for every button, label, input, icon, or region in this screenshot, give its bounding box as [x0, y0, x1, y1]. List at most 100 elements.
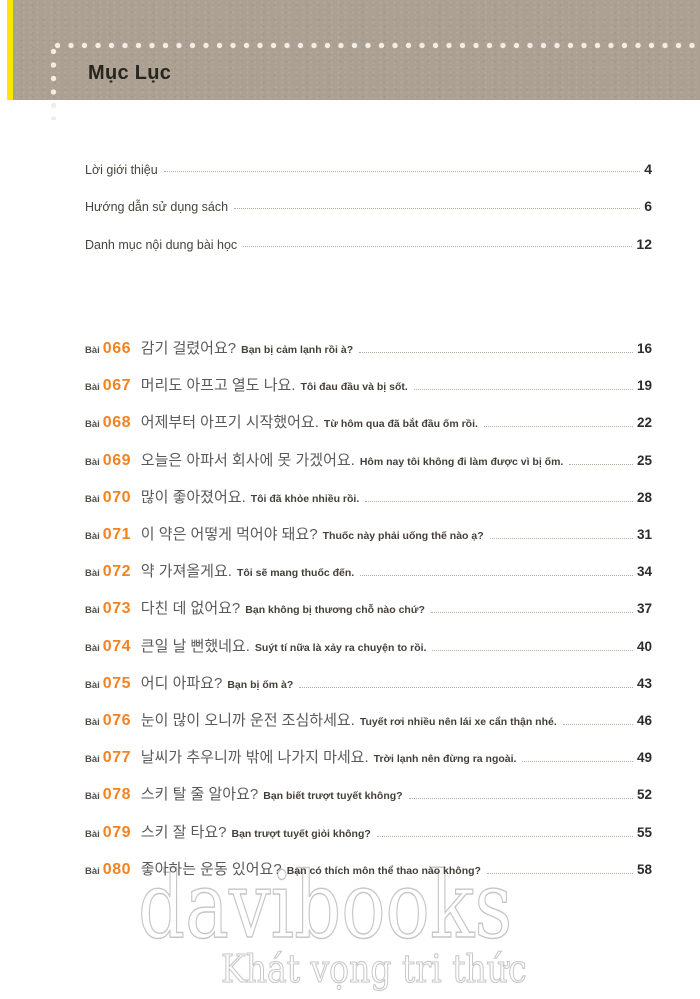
- lesson-page-number: 40: [636, 638, 652, 654]
- lesson-vietnamese: Bạn không bị thương chỗ nào chứ?: [245, 604, 425, 617]
- lesson-vietnamese: Thuốc này phải uống thế nào ạ?: [322, 530, 484, 543]
- lesson-leader: [432, 649, 633, 651]
- lesson-korean: 좋아하는 운동 있어요?: [140, 860, 282, 878]
- lesson-number: 075: [102, 674, 131, 692]
- lesson-number: 079: [102, 823, 131, 841]
- lesson-row: Bài 066 감기 걸렸어요? Bạn bị cảm lạnh rồi à? …: [85, 329, 652, 366]
- lesson-leader: [489, 538, 633, 540]
- page-title: Mục Lục: [88, 62, 172, 84]
- lesson-vietnamese: Hôm nay tôi không đi làm được vì bị ốm.: [359, 455, 564, 468]
- lesson-prefix: Bài: [85, 828, 100, 840]
- intro-list: Lời giới thiệu 4 Hướng dẫn sử dụng sách …: [85, 150, 652, 263]
- lesson-korean: 큰일 날 뻔했네요.: [140, 637, 250, 655]
- lesson-leader: [365, 500, 633, 502]
- dotted-border-vertical: [50, 48, 57, 120]
- lesson-korean: 눈이 많이 오니까 운전 조심하세요.: [140, 711, 355, 729]
- lesson-row: Bài 076 눈이 많이 오니까 운전 조심하세요. Tuyết rơi nh…: [85, 701, 652, 738]
- intro-label: Danh mục nội dung bài học: [85, 237, 238, 252]
- lesson-row: Bài 070 많이 좋아졌어요. Tôi đã khỏe nhiều rồi.…: [85, 478, 652, 515]
- lesson-vietnamese: Tôi sẽ mang thuốc đến.: [236, 567, 355, 580]
- lesson-leader: [408, 798, 633, 800]
- intro-label: Hướng dẫn sử dụng sách: [85, 200, 229, 215]
- lesson-number: 067: [102, 377, 131, 395]
- lesson-number: 072: [102, 563, 131, 581]
- lesson-vietnamese: Tuyết rơi nhiều nên lái xe cẩn thận nhé.: [359, 715, 557, 728]
- lesson-page-number: 16: [636, 341, 652, 357]
- lesson-page-number: 55: [636, 824, 652, 840]
- lesson-number: 078: [102, 786, 131, 804]
- lesson-number: 066: [102, 340, 131, 358]
- lesson-list: Bài 066 감기 걸렸어요? Bạn bị cảm lạnh rồi à? …: [85, 329, 652, 887]
- lesson-korean: 오늘은 아파서 회사에 못 가겠어요.: [140, 451, 355, 469]
- header-band: [13, 0, 700, 100]
- lesson-korean: 어디 아파요?: [140, 674, 223, 692]
- lesson-korean: 머리도 아프고 열도 나요.: [140, 377, 296, 395]
- lesson-korean: 약 가져올게요.: [140, 563, 232, 581]
- lesson-korean: 감기 걸렸어요?: [140, 340, 237, 358]
- intro-leader: [234, 208, 641, 210]
- lesson-leader: [569, 463, 633, 465]
- lesson-page-number: 58: [636, 861, 652, 877]
- lesson-number: 077: [102, 749, 131, 767]
- lesson-page-number: 43: [636, 675, 652, 691]
- lesson-leader: [299, 686, 633, 688]
- intro-leader: [163, 170, 641, 172]
- lesson-korean: 다친 데 없어요?: [140, 600, 241, 618]
- intro-label: Lời giới thiệu: [85, 162, 158, 177]
- lesson-leader: [360, 575, 633, 577]
- lesson-vietnamese: Bạn bị cảm lạnh rồi à?: [241, 344, 354, 357]
- lesson-korean: 스키 탈 줄 알아요?: [140, 786, 259, 804]
- lesson-number: 071: [102, 526, 131, 544]
- intro-row: Hướng dẫn sử dụng sách 6: [85, 188, 652, 226]
- lesson-page-number: 28: [636, 489, 652, 505]
- intro-page-number: 4: [644, 160, 652, 177]
- lesson-prefix: Bài: [85, 716, 100, 728]
- lesson-number: 074: [102, 637, 131, 655]
- lesson-number: 076: [102, 711, 131, 729]
- lesson-row: Bài 079 스키 잘 타요? Bạn trượt tuyết giỏi kh…: [85, 812, 652, 849]
- lesson-prefix: Bài: [85, 493, 100, 505]
- lesson-prefix: Bài: [85, 382, 100, 394]
- lesson-row: Bài 069 오늘은 아파서 회사에 못 가겠어요. Hôm nay tôi …: [85, 441, 652, 478]
- dotted-border-horizontal: [54, 42, 700, 49]
- lesson-row: Bài 073 다친 데 없어요? Bạn không bị thương ch…: [85, 589, 652, 626]
- lesson-vietnamese: Suýt tí nữa là xảy ra chuyện to rồi.: [254, 641, 427, 654]
- lesson-row: Bài 078 스키 탈 줄 알아요? Bạn biết trượt tuyết…: [85, 775, 652, 812]
- yellow-edge-strip: [7, 0, 13, 100]
- lesson-page-number: 34: [636, 564, 652, 580]
- watermark-slogan: Khát vọng tri thức: [221, 947, 528, 991]
- lesson-number: 080: [102, 860, 131, 878]
- lesson-korean: 어제부터 아프기 시작했어요.: [140, 414, 319, 432]
- lesson-leader: [413, 389, 633, 391]
- lesson-vietnamese: Bạn có thích môn thể thao nào không?: [286, 864, 481, 877]
- lesson-prefix: Bài: [85, 568, 100, 580]
- lesson-number: 073: [102, 600, 131, 618]
- lesson-row: Bài 077 날씨가 추우니까 밖에 나가지 마세요. Trời lạnh n…: [85, 738, 652, 775]
- intro-leader: [243, 245, 633, 247]
- lesson-leader: [522, 761, 633, 763]
- intro-page-number: 12: [636, 235, 652, 252]
- lesson-leader: [430, 612, 633, 614]
- lesson-row: Bài 071 이 약은 어떻게 먹어야 돼요? Thuốc này phải …: [85, 515, 652, 552]
- lesson-prefix: Bài: [85, 791, 100, 803]
- lesson-prefix: Bài: [85, 531, 100, 543]
- lesson-vietnamese: Tôi đã khỏe nhiều rồi.: [250, 492, 360, 505]
- lesson-vietnamese: Bạn trượt tuyết giỏi không?: [231, 827, 371, 840]
- lesson-page-number: 31: [636, 527, 652, 543]
- lesson-number: 068: [102, 414, 131, 432]
- lesson-prefix: Bài: [85, 679, 100, 691]
- lesson-number: 069: [102, 451, 131, 469]
- lesson-row: Bài 080 좋아하는 운동 있어요? Bạn có thích môn th…: [85, 850, 652, 887]
- lesson-vietnamese: Bạn biết trượt tuyết không?: [263, 790, 403, 803]
- lesson-page-number: 37: [636, 601, 652, 617]
- lesson-row: Bài 068 어제부터 아프기 시작했어요. Từ hôm qua đã bắ…: [85, 403, 652, 440]
- lesson-row: Bài 075 어디 아파요? Bạn bị ốm à? 43: [85, 664, 652, 701]
- lesson-prefix: Bài: [85, 419, 100, 431]
- lesson-page-number: 19: [636, 378, 652, 394]
- lesson-prefix: Bài: [85, 865, 100, 877]
- lesson-page-number: 22: [636, 415, 652, 431]
- lesson-row: Bài 067 머리도 아프고 열도 나요. Tôi đau đầu và bị…: [85, 366, 652, 403]
- lesson-vietnamese: Từ hôm qua đã bắt đầu ốm rồi.: [323, 418, 478, 431]
- lesson-leader: [359, 352, 633, 354]
